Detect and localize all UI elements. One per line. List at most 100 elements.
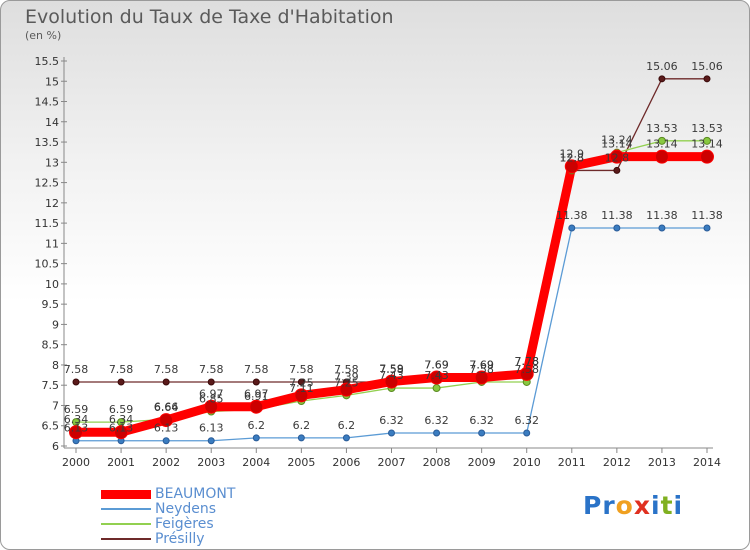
legend-item: BEAUMONT: [101, 487, 301, 502]
y-tick-label: 11: [45, 237, 59, 250]
data-point: [432, 384, 441, 393]
legend: BEAUMONT Neydens Feigères Présilly: [101, 487, 301, 547]
data-label: 6.34: [109, 413, 134, 426]
data-label: 6.59: [64, 403, 89, 416]
y-tick-label: 9: [52, 318, 59, 331]
legend-item: Présilly: [101, 532, 301, 547]
data-label: 7.69: [469, 359, 494, 372]
data-label: 11.38: [646, 209, 678, 222]
data-label: 6.32: [514, 414, 539, 427]
data-point: [297, 378, 305, 386]
y-tick-label: 11.5: [35, 217, 60, 230]
legend-swatch: [101, 508, 151, 510]
data-point: [478, 429, 486, 437]
data-point: [207, 378, 215, 386]
data-point: [429, 370, 444, 385]
legend-label: Feigères: [155, 516, 214, 532]
legend-item: Neydens: [101, 502, 301, 517]
data-label: 7.39: [334, 371, 359, 384]
data-label: 13.53: [646, 122, 678, 135]
data-label: 7.78: [514, 355, 539, 368]
y-tick-label: 12.5: [35, 177, 60, 190]
y-tick-label: 15.5: [35, 55, 60, 68]
data-label: 7.43: [379, 369, 404, 382]
data-label: 7.25: [289, 376, 314, 389]
data-label: 7.59: [379, 363, 404, 376]
data-point: [703, 224, 711, 232]
line-chart: 66.577.588.599.51010.51111.51212.51313.5…: [35, 55, 723, 469]
data-label: 6.13: [154, 422, 179, 435]
x-tick-label: 2001: [107, 456, 135, 469]
logo-letter: o: [615, 491, 634, 520]
x-tick-label: 2008: [423, 456, 451, 469]
x-tick-label: 2007: [378, 456, 406, 469]
data-point: [519, 366, 534, 381]
data-label: 15.06: [646, 60, 678, 73]
x-tick-label: 2009: [468, 456, 496, 469]
y-tick-label: 6.5: [42, 420, 60, 433]
data-point: [72, 378, 80, 386]
data-point: [609, 149, 624, 164]
x-tick-label: 2013: [648, 456, 676, 469]
legend-swatch: [101, 538, 151, 540]
logo-letter: r: [602, 491, 616, 520]
data-point: [207, 437, 215, 445]
data-label: 12.8: [605, 151, 630, 164]
data-point: [342, 434, 350, 442]
data-label: 7.69: [424, 359, 449, 372]
data-label: 6.97: [199, 388, 224, 401]
logo-letter: i: [651, 491, 661, 520]
data-point: [700, 149, 714, 164]
data-label: 6.66: [154, 400, 179, 413]
data-point: [613, 166, 621, 174]
data-label: 6.32: [379, 414, 404, 427]
data-label: 6.59: [109, 403, 134, 416]
data-point: [613, 224, 621, 232]
data-label: 11.38: [601, 209, 633, 222]
y-tick-label: 13: [45, 156, 59, 169]
y-tick-label: 8: [52, 359, 59, 372]
proxiti-logo: Proxiti: [583, 491, 683, 520]
logo-letter: i: [673, 491, 684, 520]
data-label: 13.53: [691, 122, 723, 135]
data-label: 13.14: [601, 138, 633, 151]
x-tick-label: 2000: [62, 456, 90, 469]
data-label: 7.58: [514, 363, 539, 376]
x-tick-label: 2003: [197, 456, 225, 469]
chart-title: Evolution du Taux de Taxe d'Habitation: [25, 6, 394, 28]
data-label: 7.58: [154, 363, 179, 376]
logo-letter: t: [660, 491, 674, 520]
data-point: [249, 399, 264, 414]
data-label: 6.97: [244, 388, 269, 401]
data-point: [703, 75, 711, 83]
legend-item: Feigères: [101, 517, 301, 532]
data-label: 7.58: [64, 363, 89, 376]
series-line-présilly: [76, 78, 707, 383]
legend-swatch: [101, 489, 151, 499]
data-label: 7.25: [334, 376, 359, 389]
data-point: [297, 434, 305, 442]
legend-label: Présilly: [155, 531, 205, 547]
data-label: 6.91: [244, 390, 269, 403]
data-point: [388, 429, 395, 437]
data-label: 12.8: [560, 151, 585, 164]
data-point: [657, 136, 666, 145]
data-point: [114, 425, 129, 440]
data-point: [384, 374, 399, 389]
data-label: 6.13: [64, 422, 89, 435]
data-point: [69, 425, 83, 440]
y-tick-label: 13.5: [35, 136, 60, 149]
data-label: 7.58: [334, 363, 359, 376]
legend-label: Neydens: [155, 501, 217, 517]
data-label: 12.9: [560, 147, 585, 160]
data-point: [654, 149, 669, 164]
data-label: 6.13: [199, 422, 224, 435]
logo-letter: P: [583, 491, 603, 520]
y-tick-label: 12: [45, 197, 59, 210]
data-label: 7.69: [424, 359, 449, 372]
data-label: 7.58: [244, 363, 269, 376]
data-label: 7.58: [199, 363, 224, 376]
y-tick-label: 7.5: [42, 379, 60, 392]
data-label: 6.2: [293, 419, 311, 432]
